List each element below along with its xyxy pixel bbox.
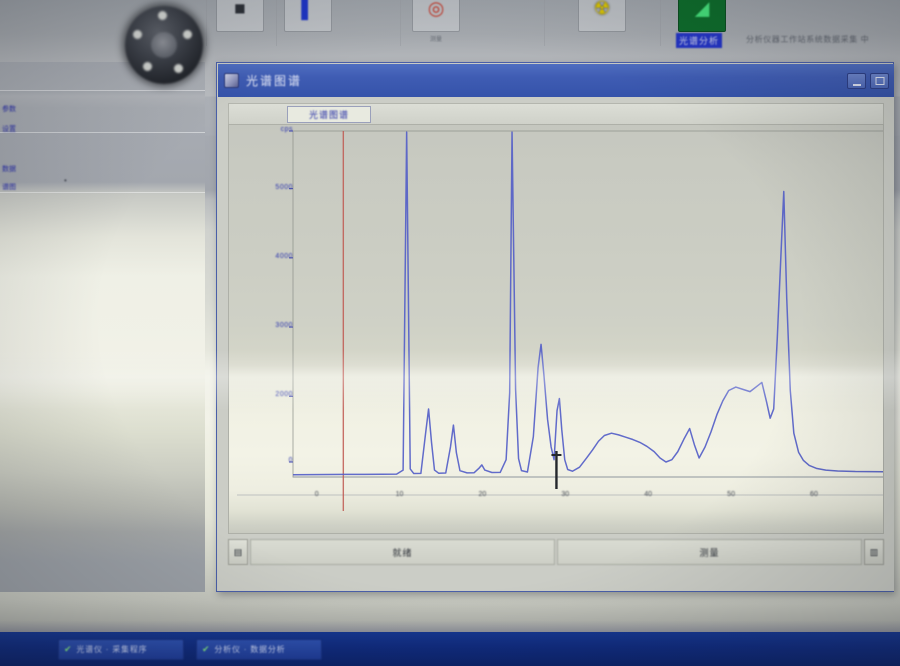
y-tick-label-1: 5000 <box>275 183 293 191</box>
panel-divider <box>0 132 205 133</box>
window-body: 光谱图谱 cps 5000 4000 3000 2000 0 0 10 20 30 40 50 60 … <box>218 97 894 591</box>
knob-hole <box>143 62 152 71</box>
toolbar-separator <box>276 0 277 46</box>
statusbar-right-icon[interactable]: ▥ <box>864 539 884 565</box>
target-icon: ◎ <box>427 0 445 20</box>
toolbar-separator <box>660 0 661 46</box>
toolbar-separator <box>206 0 207 46</box>
chart-tab-label: 光谱图谱 <box>308 110 349 120</box>
taskbar-item-0[interactable]: ✔ 光谱仪 · 采集程序 <box>58 639 184 660</box>
statusbar-left-icon[interactable]: ▤ <box>228 539 248 565</box>
measure-icon: ▌ <box>301 0 315 20</box>
y-tick-label-2: 4000 <box>275 252 293 260</box>
taskbar-app-icon: ✔ <box>202 644 211 654</box>
left-side-panel: 参数 设置 数据 谱图 • <box>0 62 205 592</box>
minimize-button[interactable] <box>847 73 866 89</box>
knob-hole <box>158 11 167 20</box>
taskbar-app-icon: ✔ <box>64 644 73 654</box>
panel-item-data[interactable]: 数据 <box>2 166 16 173</box>
maximize-button[interactable] <box>870 73 889 89</box>
hardware-knob <box>125 6 203 84</box>
spectrum-icon: ◢ <box>694 0 710 20</box>
window-title: 光谱图谱 <box>246 74 303 88</box>
y-tick-label-4: 2000 <box>275 391 293 399</box>
taskbar-item-label: 分析仪 · 数据分析 <box>214 645 286 654</box>
y-tick-label-0: cps <box>280 126 293 133</box>
panel-item-params[interactable]: 参数 <box>2 106 16 113</box>
window-titlebar[interactable]: 光谱图谱 <box>218 64 894 97</box>
toolbar-button-radiation[interactable]: ☢ <box>578 0 626 32</box>
panel-divider <box>0 90 205 91</box>
chart-tab[interactable]: 光谱图谱 <box>287 106 371 123</box>
knob-hole <box>133 30 142 39</box>
toolbar-note: 分析仪器工作站系统数据采集 中 <box>746 35 870 44</box>
toolbar-button-spectrum[interactable]: ◢ <box>678 0 726 32</box>
toolbar-button-measure[interactable]: ▌ <box>284 0 332 32</box>
taskbar-item-1[interactable]: ✔ 分析仪 · 数据分析 <box>196 639 322 660</box>
analysis-icon: ■ <box>234 0 246 20</box>
x-tick-label-2: 20 <box>478 491 487 498</box>
statusbar-pane-left: 就绪 <box>250 539 555 565</box>
toolbar-button-analysis[interactable]: ■ <box>216 0 264 32</box>
y-tick-label-5: 0 <box>288 457 293 464</box>
selected-text-chip[interactable]: 光谱分析 <box>676 33 723 48</box>
chart-header: 光谱图谱 <box>228 103 884 124</box>
y-axis-ticks: cps 5000 4000 3000 2000 0 <box>263 125 293 533</box>
toolbar-separator <box>400 0 401 46</box>
spectrum-trace-svg <box>237 130 883 511</box>
x-tick-label-1: 10 <box>395 491 404 498</box>
spectrum-window-icon <box>224 73 239 88</box>
window-controls <box>847 73 889 89</box>
x-tick-label-0: 0 <box>314 491 319 498</box>
spectrum-window[interactable]: 光谱图谱 光谱图谱 cps 5000 4000 3000 2000 0 0 10 20 30 40… <box>216 62 894 592</box>
radiation-icon: ☢ <box>593 0 611 20</box>
x-tick-label-5: 50 <box>727 491 735 498</box>
taskbar-item-label: 光谱仪 · 采集程序 <box>76 645 148 654</box>
x-tick-label-3: 30 <box>561 491 570 498</box>
toolbar-separator <box>544 0 545 46</box>
knob-hole <box>183 30 192 39</box>
toolbar-caption-target: 测量 <box>429 37 442 43</box>
y-tick-label-3: 3000 <box>275 322 293 330</box>
toolbar-button-target[interactable]: ◎ <box>412 0 460 32</box>
spectrum-plot[interactable]: cps 5000 4000 3000 2000 0 0 10 20 30 40 50 60 <box>228 124 884 534</box>
windows-taskbar: ✔ 光谱仪 · 采集程序 ✔ 分析仪 · 数据分析 <box>0 632 900 666</box>
x-tick-label-4: 40 <box>644 491 653 498</box>
knob-hole <box>174 64 183 73</box>
panel-item-spectra[interactable]: 谱图 <box>2 184 16 191</box>
window-statusbar: ▤ 就绪 测量 ▥ <box>228 539 884 565</box>
panel-divider <box>0 192 205 193</box>
panel-marker: • <box>64 176 67 185</box>
x-tick-label-6: 60 <box>810 491 818 498</box>
panel-item-setup[interactable]: 设置 <box>2 126 16 133</box>
statusbar-pane-right: 测量 <box>557 539 862 565</box>
